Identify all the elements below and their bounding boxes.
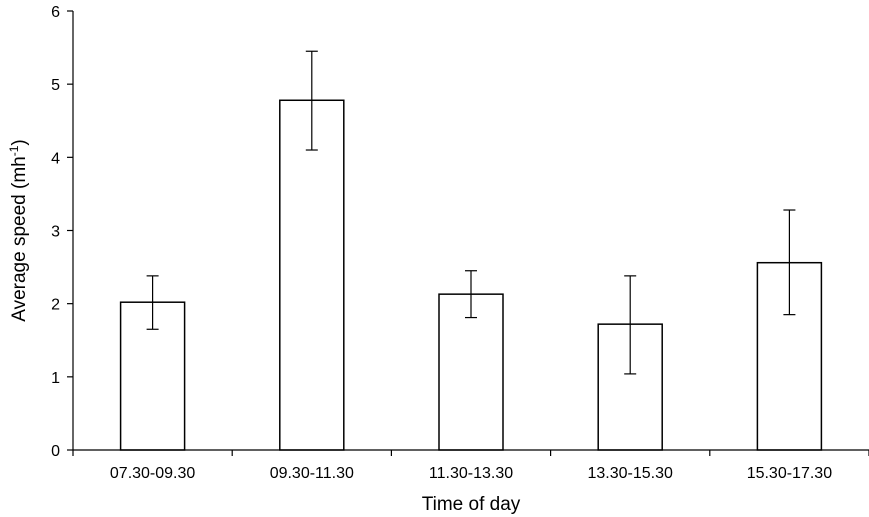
y-axis-title-main: Average speed (mh xyxy=(9,156,30,321)
error-bars-group xyxy=(146,50,796,375)
x-tick-label: 07.30-09.30 xyxy=(110,465,196,482)
bar xyxy=(597,323,663,451)
error-bar xyxy=(783,209,796,316)
y-ticks-group: 0 1 2 3 4 5 6 xyxy=(51,4,73,460)
error-bar xyxy=(305,50,318,151)
y-tick-label: 3 xyxy=(51,224,60,241)
x-tick-label: 13.30-15.30 xyxy=(587,465,673,482)
y-axis-title: Average speed (mh-1) xyxy=(7,139,30,321)
x-tick-label: 11.30-13.30 xyxy=(429,465,513,482)
x-tick-label: 09.30-11.30 xyxy=(270,465,354,482)
error-bar xyxy=(465,270,477,319)
y-tick-label: 2 xyxy=(51,297,60,314)
y-tick-label: 0 xyxy=(51,443,60,460)
x-tick-label: 15.30-17.30 xyxy=(747,465,833,482)
y-tick-label: 5 xyxy=(51,77,60,94)
y-axis-title-close: ) xyxy=(9,139,30,145)
y-tick-label: 1 xyxy=(51,370,60,387)
bar xyxy=(279,99,345,451)
y-axis-title-superscript: -1 xyxy=(7,145,21,156)
error-bar xyxy=(624,275,637,375)
y-tick-label: 4 xyxy=(51,150,60,167)
x-ticks-group: 07.30-09.30 09.30-11.30 11.30-13.30 13.30-1… xyxy=(72,450,869,482)
error-bar xyxy=(146,275,159,330)
y-tick-label: 6 xyxy=(51,4,60,21)
x-axis-title: Time of day xyxy=(422,494,521,515)
